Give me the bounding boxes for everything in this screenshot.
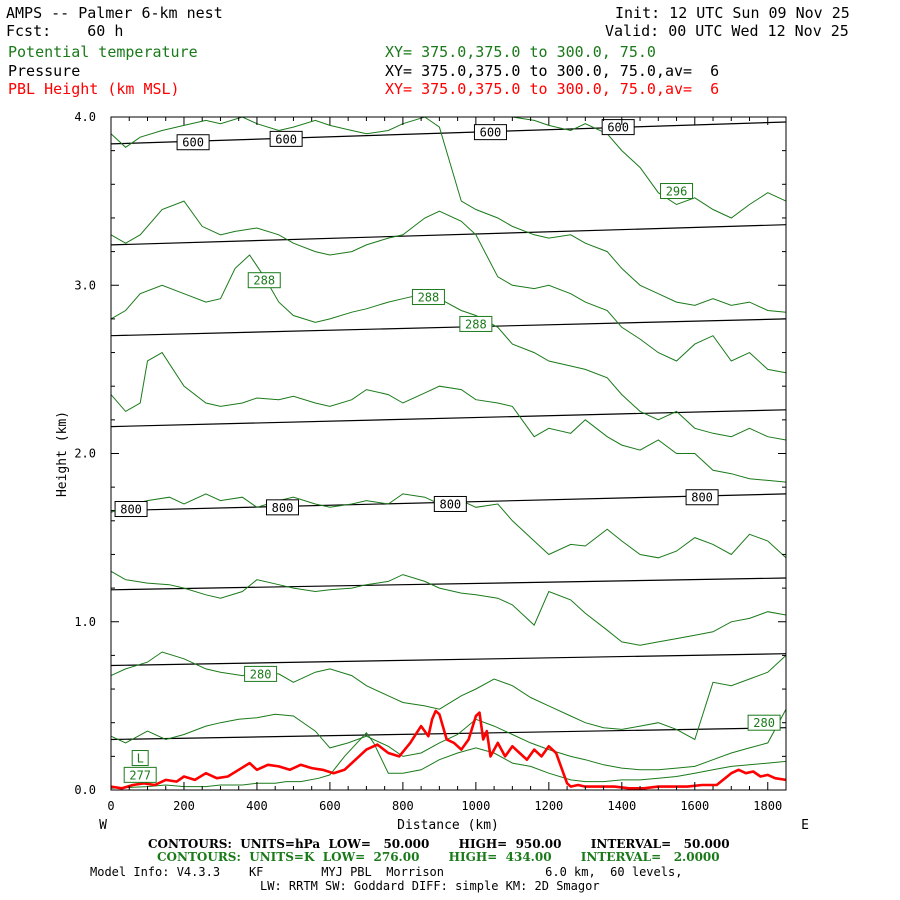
legend-theta-xy: XY= 375.0,375.0 to 300.0, 75.0: [385, 43, 656, 61]
x-tick-label: 1000: [461, 799, 490, 813]
theta-contour-3: [110, 570, 787, 646]
init-time: Init: 12 UTC Sun 09 Nov 25: [615, 4, 850, 22]
x-tick-label: 1800: [753, 799, 782, 813]
pressure-label-5-box: [269, 130, 303, 147]
footer-contours-hpa: CONTOURS: UNITS=hPa LOW= 50.000 HIGH= 95…: [148, 837, 730, 851]
east-label: E: [801, 818, 809, 833]
footer-contours-k: CONTOURS: UNITS=K LOW= 276.00 HIGH= 434.…: [157, 850, 720, 864]
pressure-label-3-box: [685, 489, 719, 506]
pressure-label-0: 800: [120, 503, 142, 517]
theta-label-1: 288: [418, 291, 440, 305]
pressure-label-4: 600: [182, 136, 204, 150]
x-tick-label: 1200: [534, 799, 563, 813]
pressure-label-7: 600: [607, 121, 629, 135]
theta-label-5-box: [747, 714, 781, 731]
theta-label-7: 277: [129, 768, 151, 782]
theta-label-5: 280: [753, 716, 775, 730]
west-label: W: [99, 818, 107, 833]
theta-label-2: 288: [465, 317, 487, 331]
theta-contour-1: [110, 708, 787, 771]
theta-contour-8: [110, 116, 787, 313]
pressure-label-1-box: [265, 499, 299, 516]
x-tick-label: 1400: [607, 799, 636, 813]
pressure-label-6: 600: [480, 126, 502, 140]
legend-pressure-label: Pressure: [8, 62, 81, 80]
cross-section-chart: 800 800 800 800 600 600 600 600 288 288 288 296 280 2…: [55, 110, 809, 833]
footer-model-info: Model Info: V4.3.3 KF MYJ PBL Morrison 6…: [90, 865, 683, 879]
chart-title: AMPS -- Palmer 6-km nest: [6, 4, 223, 22]
x-tick-label: 600: [319, 799, 341, 813]
pressure-label-4-box: [176, 134, 210, 151]
x-axis-label: Distance (km): [397, 818, 499, 833]
pressure-isobar-2: [110, 577, 787, 591]
theta-label-3: 296: [666, 185, 688, 199]
theta-label-2-box: [459, 315, 493, 332]
theta-label-6-box: [131, 750, 149, 767]
footer-physics: LW: RRTM SW: Goddard DIFF: simple KM: 2D…: [260, 879, 600, 893]
y-axis-label: Height (km): [55, 411, 70, 497]
legend-pbl-label: PBL Height (km MSL): [8, 80, 180, 98]
theta-label-7-box: [123, 766, 157, 783]
legend-theta-label: Potential temperature: [8, 43, 198, 61]
y-tick-label: 4.0: [74, 110, 96, 124]
theta-contour-9: [512, 116, 787, 219]
pressure-label-7-box: [601, 119, 635, 136]
y-tick-label: 1.0: [74, 615, 96, 629]
theta-contour-2: [110, 651, 787, 741]
theta-label-6: L: [137, 752, 144, 766]
theta-contour-0: [110, 732, 787, 789]
theta-label-1-box: [411, 289, 445, 306]
pressure-isobar-0: [110, 653, 787, 667]
pressure-label-2: 800: [439, 497, 461, 511]
pressure-label-6-box: [473, 124, 507, 141]
x-tick-label: 200: [173, 799, 195, 813]
pressure-isobar-7: [110, 121, 787, 145]
forecast-hour: Fcst: 60 h: [6, 22, 124, 40]
theta-label-0-box: [247, 272, 281, 289]
pressure-isobar-4: [110, 409, 787, 428]
theta-label-0: 288: [253, 274, 275, 288]
legend-pressure-xy: XY= 375.0,375.0 to 300.0, 75.0,av= 6: [385, 62, 720, 80]
valid-time: Valid: 00 UTC Wed 12 Nov 25: [605, 22, 849, 40]
pbl-height-line: [110, 709, 787, 790]
theta-label-4: 280: [250, 667, 272, 681]
theta-label-3-box: [660, 183, 694, 200]
pressure-label-2-box: [433, 495, 467, 512]
x-tick-label: 1600: [680, 799, 709, 813]
theta-contour-7: [110, 200, 787, 374]
pressure-label-5: 600: [275, 132, 297, 146]
pressure-label-1: 800: [272, 501, 294, 515]
theta-label-4-box: [244, 665, 278, 682]
y-tick-label: 3.0: [74, 278, 96, 292]
pressure-label-0-box: [114, 501, 148, 518]
pressure-isobar-6: [110, 224, 787, 246]
x-tick-label: 400: [246, 799, 268, 813]
legend-pbl-xy: XY= 375.0,375.0 to 300.0, 75.0,av= 6: [385, 80, 720, 98]
x-tick-label: 800: [392, 799, 414, 813]
pressure-isobar-5: [110, 318, 787, 337]
y-tick-label: 0.0: [74, 783, 96, 797]
pressure-label-3: 800: [691, 491, 713, 505]
pressure-isobar-1: [110, 727, 787, 741]
x-tick-label: 0: [107, 799, 114, 813]
y-tick-label: 2.0: [74, 447, 96, 461]
theta-contour-5: [110, 351, 787, 483]
